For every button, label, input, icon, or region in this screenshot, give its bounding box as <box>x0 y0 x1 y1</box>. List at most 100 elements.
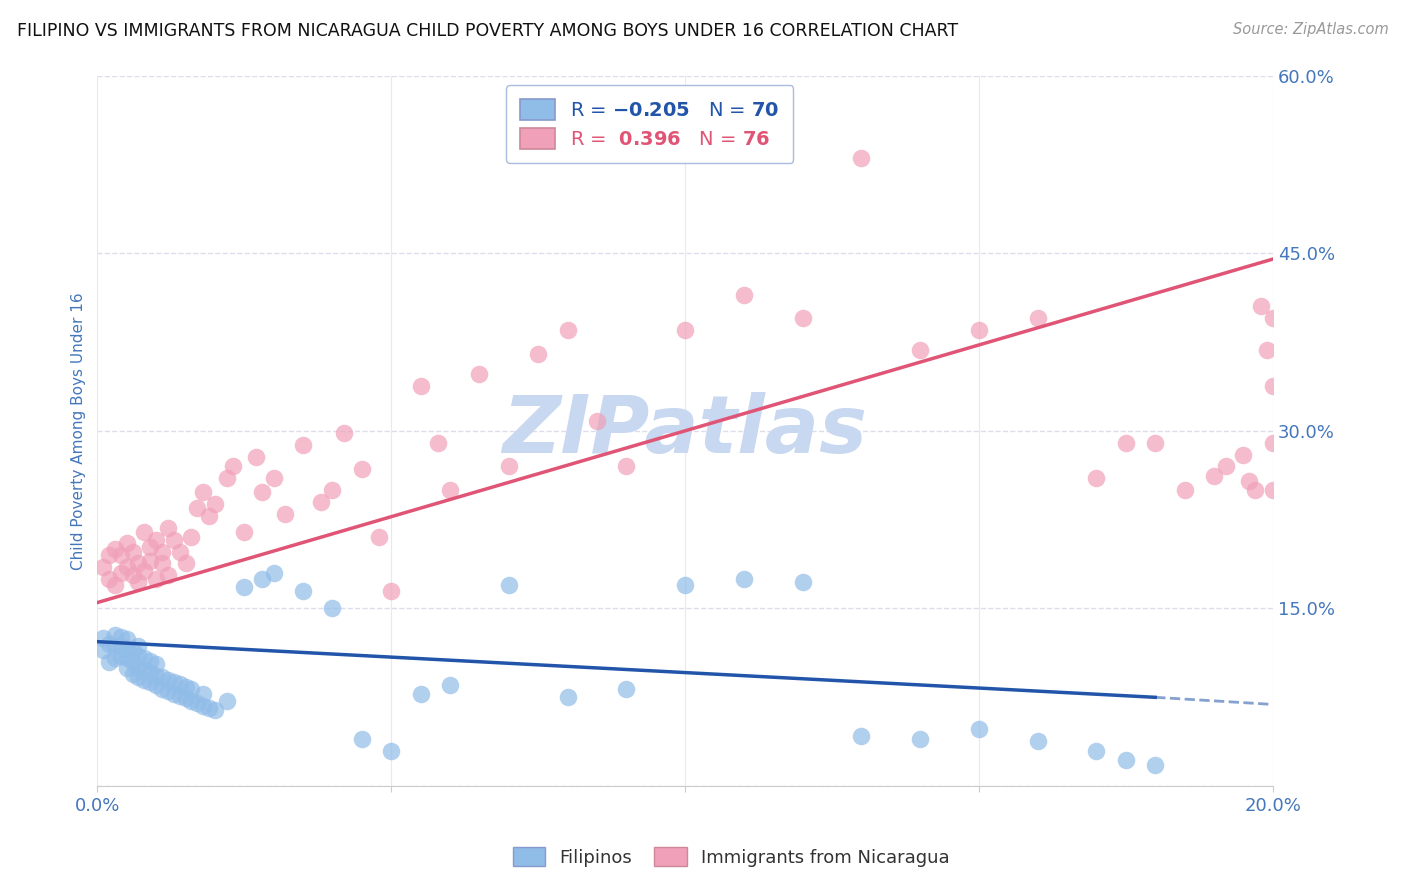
Point <box>127 640 149 654</box>
Point <box>174 680 197 694</box>
Point <box>967 723 990 737</box>
Point <box>127 575 149 590</box>
Point <box>127 557 149 571</box>
Point <box>1026 311 1049 326</box>
Point <box>98 637 121 651</box>
Point <box>115 536 138 550</box>
Point <box>110 566 132 580</box>
Point <box>156 684 179 698</box>
Point <box>115 661 138 675</box>
Point <box>1250 300 1272 314</box>
Point <box>263 566 285 580</box>
Point <box>198 701 221 715</box>
Point <box>134 524 156 539</box>
Point <box>733 287 755 301</box>
Point <box>91 631 114 645</box>
Point <box>91 560 114 574</box>
Point <box>263 471 285 485</box>
Point <box>673 578 696 592</box>
Point <box>110 640 132 654</box>
Legend: R = $\mathbf{-0.205}$   N = $\mathbf{70}$, R =  $\mathbf{0.396}$   N = $\mathbf{: R = $\mathbf{-0.205}$ N = $\mathbf{70}$,… <box>506 86 793 162</box>
Point <box>792 311 814 326</box>
Point <box>121 655 143 669</box>
Point <box>292 438 315 452</box>
Point <box>110 630 132 644</box>
Point <box>139 540 162 554</box>
Point <box>1261 435 1284 450</box>
Point <box>1026 734 1049 748</box>
Point <box>104 651 127 665</box>
Point <box>186 500 208 515</box>
Point <box>145 533 167 547</box>
Point <box>169 689 191 703</box>
Text: Source: ZipAtlas.com: Source: ZipAtlas.com <box>1233 22 1389 37</box>
Point <box>145 669 167 683</box>
Point <box>104 542 127 557</box>
Point <box>614 681 637 696</box>
Point <box>163 674 186 689</box>
Point <box>527 347 550 361</box>
Point <box>180 681 202 696</box>
Point <box>245 450 267 464</box>
Point <box>1085 471 1108 485</box>
Point <box>134 663 156 677</box>
Point <box>156 568 179 582</box>
Point <box>1232 448 1254 462</box>
Point <box>163 533 186 547</box>
Point <box>851 730 873 744</box>
Point <box>139 654 162 668</box>
Point <box>139 674 162 689</box>
Point <box>91 643 114 657</box>
Point <box>1256 343 1278 358</box>
Point <box>134 673 156 687</box>
Point <box>468 367 491 381</box>
Point <box>1244 483 1267 497</box>
Point <box>150 557 173 571</box>
Legend: Filipinos, Immigrants from Nicaragua: Filipinos, Immigrants from Nicaragua <box>505 840 957 874</box>
Point <box>104 627 127 641</box>
Point <box>1261 379 1284 393</box>
Point <box>221 459 243 474</box>
Point <box>368 530 391 544</box>
Point <box>169 677 191 691</box>
Point <box>1202 468 1225 483</box>
Point <box>110 648 132 663</box>
Point <box>215 694 238 708</box>
Point <box>104 640 127 654</box>
Point <box>156 521 179 535</box>
Point <box>250 572 273 586</box>
Point <box>174 557 197 571</box>
Point <box>98 548 121 562</box>
Point <box>145 657 167 672</box>
Point <box>908 731 931 746</box>
Point <box>139 554 162 568</box>
Point <box>233 524 256 539</box>
Point <box>1085 743 1108 757</box>
Point <box>156 673 179 687</box>
Point <box>145 678 167 692</box>
Point <box>163 687 186 701</box>
Point <box>1115 435 1137 450</box>
Point <box>104 578 127 592</box>
Point <box>409 379 432 393</box>
Point <box>180 530 202 544</box>
Point <box>180 694 202 708</box>
Point <box>292 583 315 598</box>
Point <box>498 578 520 592</box>
Point <box>333 426 356 441</box>
Point <box>733 572 755 586</box>
Point <box>191 698 214 713</box>
Point <box>350 731 373 746</box>
Point <box>127 670 149 684</box>
Point <box>250 485 273 500</box>
Point <box>121 568 143 582</box>
Point <box>115 560 138 574</box>
Point <box>1144 435 1167 450</box>
Point <box>115 641 138 656</box>
Point <box>98 572 121 586</box>
Point <box>321 483 343 497</box>
Point <box>1215 459 1237 474</box>
Point <box>614 459 637 474</box>
Point <box>967 323 990 337</box>
Point <box>115 632 138 647</box>
